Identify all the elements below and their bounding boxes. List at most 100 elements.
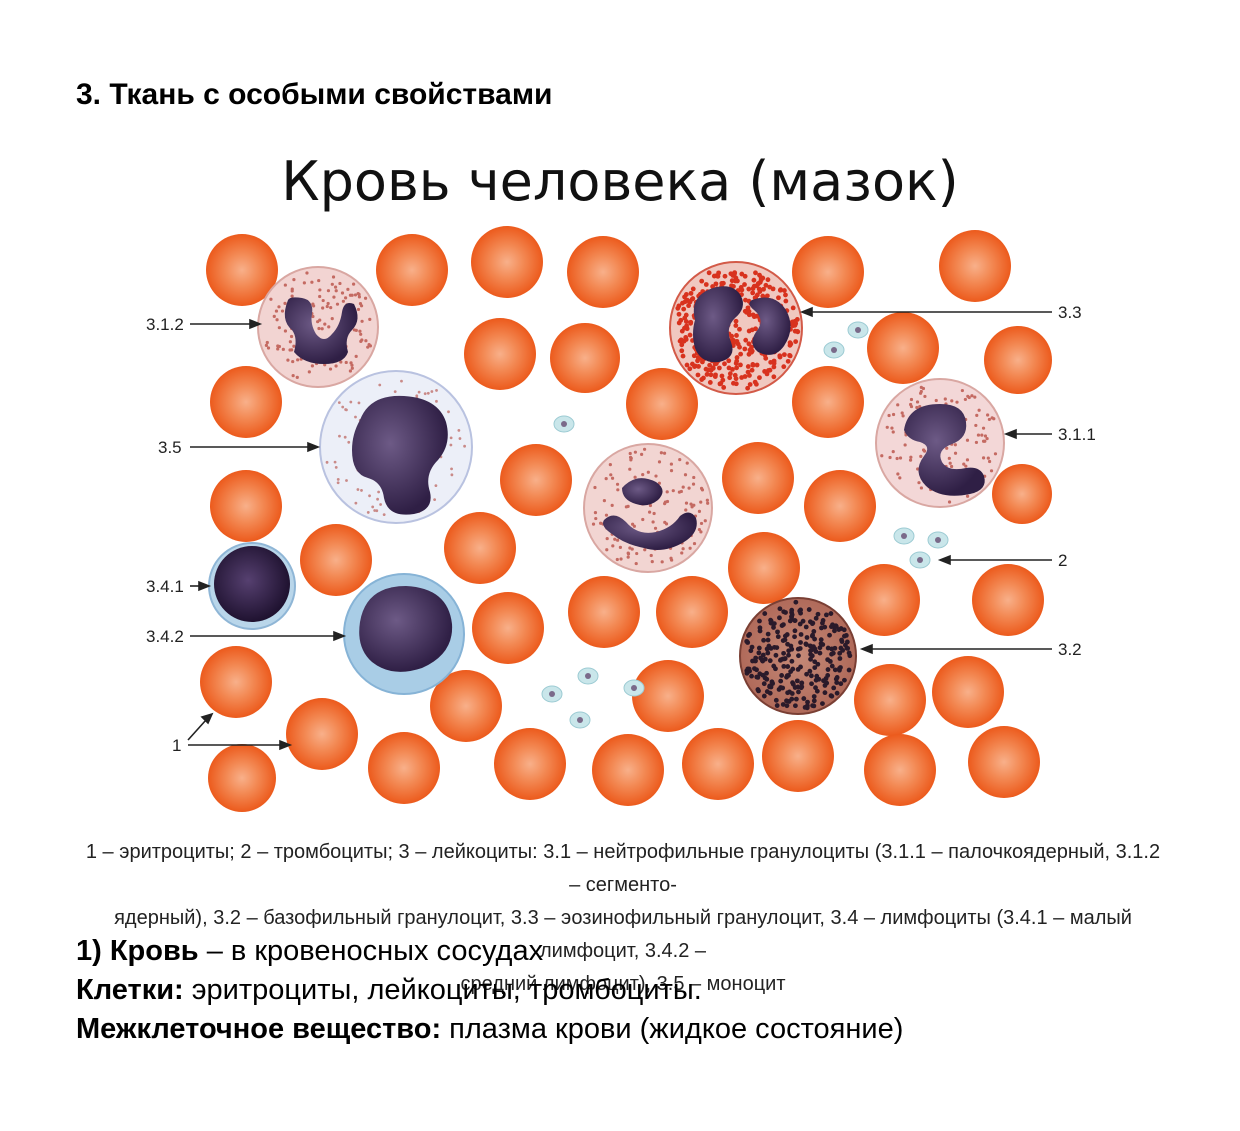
granule [359,332,363,336]
granule [682,299,688,305]
label-1: 1 [172,736,181,755]
granule [789,691,795,696]
erythrocyte [472,592,544,664]
platelet-granule [831,347,837,353]
granule [628,546,632,550]
granule [643,548,647,552]
granule [828,611,834,616]
granule [676,303,682,309]
granule [688,546,692,550]
granule [348,369,352,373]
granule [837,650,843,656]
granule [305,271,309,275]
granule [909,455,913,459]
erythrocyte [762,720,834,792]
granule [281,347,285,351]
granule [357,292,361,296]
erythrocyte [376,234,448,306]
granule [955,400,959,404]
granule [845,645,851,651]
description-line-blood: 1) Кровь – в кровеносных сосудах [76,935,544,967]
granule [733,318,739,324]
granule [753,381,759,387]
granule [699,530,703,534]
granule [657,460,662,464]
erythrocyte [792,366,864,438]
granule [277,305,281,309]
granule [628,451,632,456]
granule [798,632,804,637]
granule [330,282,334,286]
granule [680,551,684,555]
granule [628,467,632,471]
granule [812,665,818,670]
caption-line: 1 – эритроциты; 2 – тромбоциты; 3 – лейк… [85,841,1161,896]
granule [635,551,639,556]
granule [683,473,688,477]
granule [830,622,835,628]
granule [280,309,285,313]
granule [773,666,778,672]
granule [807,668,813,674]
granule [599,521,603,525]
granule [745,364,751,369]
granule [354,354,358,358]
granule [813,677,819,683]
granule [750,362,756,367]
granule [909,397,914,402]
granule [665,490,669,494]
erythrocyte [632,660,704,732]
granule [447,410,450,414]
granule [605,548,609,552]
granule [700,488,705,492]
granule [947,456,951,460]
granule [900,411,904,415]
granule [734,358,740,364]
granule [990,416,994,420]
granule [973,395,977,399]
granule [295,375,299,379]
granule [747,373,752,378]
granule [746,312,752,318]
granule [366,345,370,349]
granule [686,303,692,309]
granule [918,391,923,395]
granule [291,374,295,378]
granule [732,271,737,277]
granule [804,635,810,640]
erythrocyte [972,564,1044,636]
erythrocyte [854,664,926,736]
granule [357,295,361,299]
neutrophil-band-cell [875,378,1005,508]
granule [367,343,371,347]
granule [356,307,361,312]
granule [767,658,773,664]
granule [789,696,795,702]
erythrocyte [992,464,1052,524]
granule [610,476,615,480]
granule [745,385,751,391]
granule [953,443,957,447]
granule [810,632,816,638]
granule [291,359,295,364]
granule [719,373,725,379]
granule [318,318,322,322]
granule [750,290,756,296]
granule [781,663,787,669]
granule [829,663,835,669]
granule [901,414,905,418]
granule [726,358,732,364]
granule [965,438,970,442]
granule [808,652,814,657]
granule [288,340,292,344]
granule [915,405,919,410]
caption-line: ядерный), 3.2 – базофильный гранулоцит, … [114,907,1132,962]
granule [757,375,762,381]
granule [742,346,748,352]
granule [733,278,738,284]
granule [662,451,667,455]
granule [742,282,747,287]
granule [371,505,375,509]
granule [747,382,753,387]
granule [344,296,348,300]
